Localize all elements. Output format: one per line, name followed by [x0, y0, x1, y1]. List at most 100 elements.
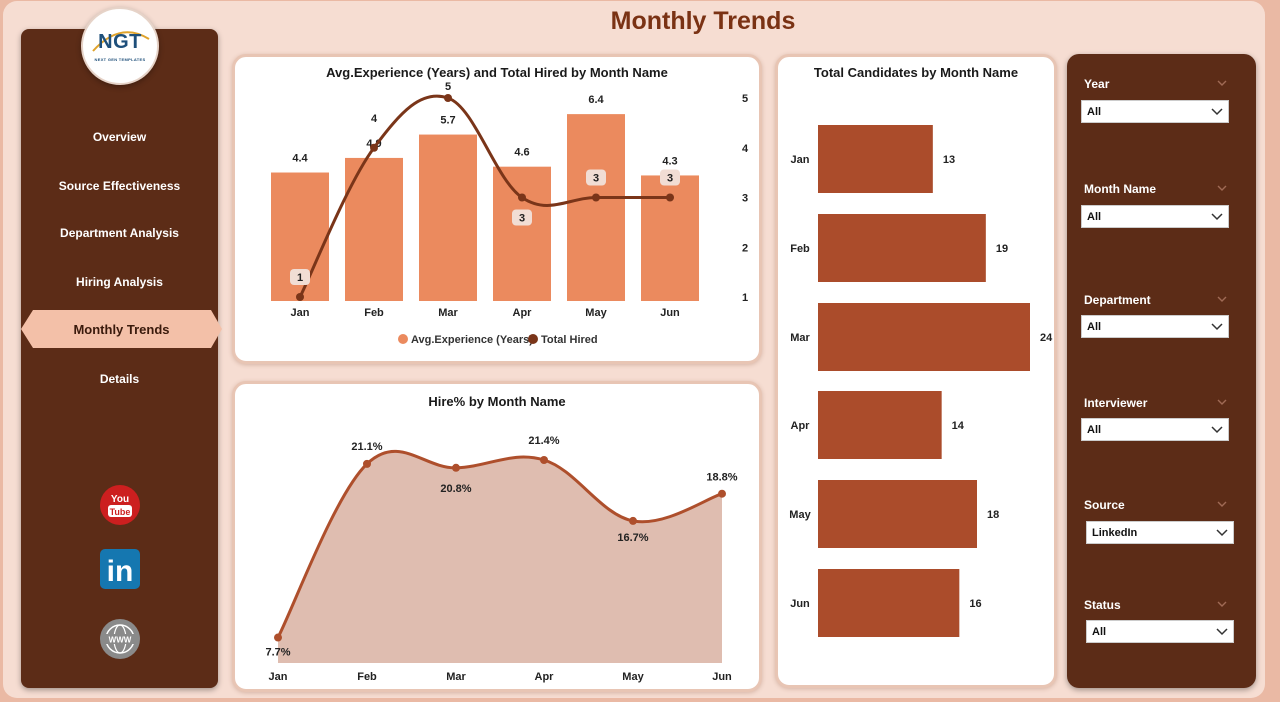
line-label-box: [586, 169, 606, 186]
line-data-label: 3: [593, 173, 599, 185]
sidebar-item-details[interactable]: Details: [99, 372, 140, 386]
sidebar-item-department-analysis[interactable]: Department Analysis: [60, 226, 179, 240]
legend-label: Avg.Experience (Years): [411, 334, 533, 346]
chevron-down-icon[interactable]: [1217, 184, 1227, 192]
chevron-down-icon[interactable]: [1217, 295, 1227, 303]
filter-label-department: Department: [1084, 293, 1151, 307]
filter-label-year: Year: [1084, 77, 1110, 91]
y2-tick-label: 2: [742, 242, 748, 254]
area-data-label: 21.4%: [528, 435, 559, 447]
area-point[interactable]: [718, 489, 726, 498]
area-data-label: 18.8%: [706, 472, 737, 484]
x-tick-label: May: [622, 671, 644, 683]
hbar-data-label: 19: [996, 243, 1008, 255]
hbar-mar[interactable]: [818, 303, 1030, 371]
legend-marker: [398, 334, 408, 344]
filter-select-source[interactable]: LinkedIn: [1086, 521, 1234, 544]
chart-title: Total Candidates by Month Name: [813, 65, 1019, 80]
hbar-data-label: 14: [952, 420, 965, 432]
line-point[interactable]: [296, 293, 304, 301]
chevron-down-icon: [1211, 108, 1223, 116]
x-tick-label: Jun: [712, 671, 732, 683]
line-point[interactable]: [518, 193, 526, 202]
hbar-data-label: 18: [987, 509, 999, 521]
hire-percent-chart-card: Hire% by Month Name 7.7% Jan 21.1% Feb 20.8%…: [232, 381, 762, 692]
hbar-jun[interactable]: [818, 569, 960, 637]
x-tick-label: Apr: [535, 671, 555, 683]
line-data-label: 3: [519, 213, 525, 225]
line-label-box: [660, 169, 680, 186]
area-data-label: 7.7%: [265, 647, 290, 659]
area-data-label: 20.8%: [440, 483, 471, 495]
bar-apr[interactable]: [493, 166, 551, 301]
line-data-label: 3: [667, 173, 673, 185]
line-point[interactable]: [370, 143, 378, 152]
filter-label-month-name: Month Name: [1084, 182, 1156, 196]
globe-icon[interactable]: WWW: [99, 618, 141, 660]
logo: NGT NEXT GEN TEMPLATES: [81, 7, 159, 85]
hbar-apr[interactable]: [818, 391, 942, 459]
chevron-down-icon[interactable]: [1217, 500, 1227, 508]
y-tick-label: Jun: [790, 598, 810, 610]
youtube-icon[interactable]: You Tube: [99, 484, 141, 526]
sidebar-item-overview[interactable]: Overview: [92, 130, 147, 144]
bar-may[interactable]: [567, 114, 625, 301]
filter-select-value: All: [1087, 321, 1102, 333]
linkedin-icon[interactable]: in: [99, 548, 141, 590]
line-point[interactable]: [592, 193, 600, 202]
hbar-data-label: 13: [943, 154, 955, 166]
bar-data-label: 6.4: [588, 94, 604, 106]
chevron-down-icon: [1211, 426, 1223, 434]
x-tick-label: Jun: [660, 307, 680, 319]
chevron-down-icon[interactable]: [1217, 398, 1227, 406]
filter-select-year[interactable]: All: [1081, 100, 1229, 123]
line-data-label: 1: [297, 272, 303, 284]
svg-text:WWW: WWW: [109, 636, 132, 645]
y-tick-label: Mar: [790, 332, 810, 344]
line-point[interactable]: [444, 94, 452, 102]
chart-legend: Avg.Experience (Years) Total Hired: [398, 334, 598, 346]
filter-select-month-name[interactable]: All: [1081, 205, 1229, 228]
filter-select-value: All: [1087, 106, 1102, 118]
y-tick-label: Jan: [791, 154, 810, 166]
chart-title: Avg.Experience (Years) and Total Hired b…: [326, 65, 668, 80]
hbar-may[interactable]: [818, 480, 977, 548]
sidebar-item-source-effectiveness[interactable]: Source Effectiveness: [58, 179, 181, 193]
area-point[interactable]: [629, 516, 637, 525]
y-tick-label: Apr: [791, 420, 811, 432]
area-point[interactable]: [452, 463, 460, 472]
experience-hired-chart-card: Avg.Experience (Years) and Total Hired b…: [232, 54, 762, 364]
y-tick-label: May: [789, 509, 811, 521]
chevron-down-icon: [1216, 628, 1228, 636]
filter-select-value: LinkedIn: [1092, 527, 1138, 539]
page-title: Monthly Trends: [610, 7, 796, 35]
area-point[interactable]: [540, 456, 548, 464]
filter-select-value: All: [1087, 211, 1102, 223]
line-point[interactable]: [666, 193, 674, 202]
chevron-down-icon[interactable]: [1217, 600, 1227, 608]
logo-subtitle: NEXT GEN TEMPLATES: [94, 57, 146, 62]
chevron-down-icon: [1216, 529, 1228, 537]
filter-select-value: All: [1087, 424, 1102, 436]
filter-select-status[interactable]: All: [1086, 620, 1234, 643]
hbar-data-label: 16: [969, 598, 981, 610]
hbar-feb[interactable]: [818, 214, 986, 282]
sidebar-item-hiring-analysis[interactable]: Hiring Analysis: [76, 275, 163, 289]
bar-data-label: 4.6: [514, 147, 529, 159]
filter-select-department[interactable]: All: [1081, 315, 1229, 338]
filter-select-interviewer[interactable]: All: [1081, 418, 1229, 441]
y2-tick-label: 3: [742, 193, 748, 205]
sidebar-item-monthly-trends[interactable]: Monthly Trends: [21, 310, 222, 348]
bar-data-label: 4.3: [662, 155, 677, 167]
y-tick-label: Feb: [790, 243, 810, 255]
bar-mar[interactable]: [419, 134, 477, 301]
area-point[interactable]: [274, 633, 282, 642]
hbar-jan[interactable]: [818, 125, 933, 193]
area-point[interactable]: [363, 459, 371, 468]
hire-percent-area: [278, 451, 722, 663]
chevron-down-icon[interactable]: [1217, 79, 1227, 87]
combo-chart: 543214.4Jan4.9Feb5.7Mar4.6Apr6.4May4.3Ju…: [271, 81, 749, 346]
line-label-box: [290, 269, 310, 285]
x-tick-label: Feb: [357, 671, 377, 683]
x-tick-label: Jan: [269, 671, 288, 683]
